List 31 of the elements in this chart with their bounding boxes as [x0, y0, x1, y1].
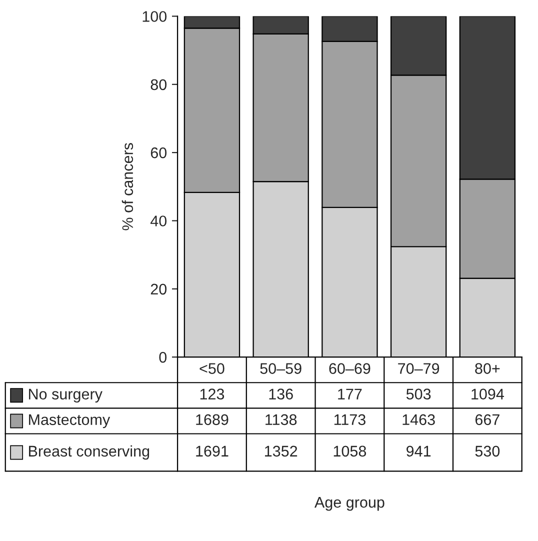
text: 1689: [196, 414, 228, 426]
y-tick-label: 80: [150, 79, 167, 90]
text: 667: [475, 414, 500, 426]
text: 1094: [472, 388, 504, 400]
legend-label: No surgery: [29, 388, 102, 403]
y-tick-label: 100: [142, 11, 167, 22]
text: 503: [406, 388, 431, 400]
y-axis-title: % of cancers: [122, 143, 134, 230]
y-tick-label: 40: [150, 216, 167, 226]
y-tick-label: 60: [150, 147, 167, 158]
x-tick-label: 70–79: [398, 363, 440, 374]
x-tick-label: 60–69: [329, 363, 370, 374]
text: 1691: [196, 446, 228, 457]
text: Age group: [314, 497, 384, 511]
text: 1058: [334, 446, 366, 457]
text: 1138: [266, 414, 297, 426]
text: 123: [200, 388, 224, 400]
legend-label: Breast conserving: [29, 445, 150, 460]
text: 1463: [402, 414, 435, 426]
legend-label: Mastectomy: [29, 414, 110, 428]
text: 1173: [334, 414, 366, 426]
x-tick-label: 80+: [475, 363, 500, 374]
text: 1352: [265, 446, 298, 457]
y-tick-label: 0: [159, 352, 167, 363]
text: 530: [475, 446, 500, 457]
x-tick-label: 50–59: [260, 363, 302, 374]
y-tick-label: 20: [150, 284, 167, 295]
text: 177: [338, 388, 362, 400]
text: 136: [269, 388, 293, 400]
text: 941: [406, 446, 431, 457]
x-tick-label: <50: [200, 363, 224, 374]
